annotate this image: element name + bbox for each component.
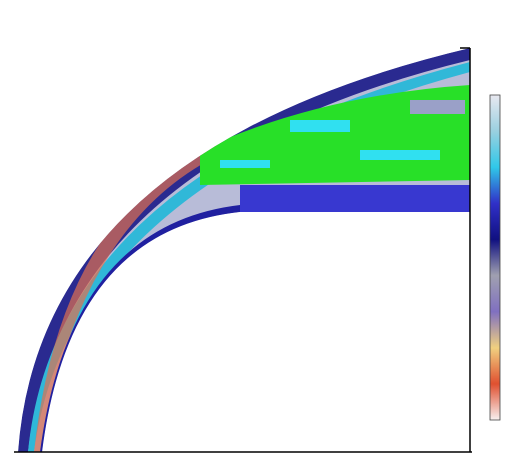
- cyan-patch: [360, 150, 440, 160]
- chart: [0, 0, 527, 461]
- cyan-patch: [290, 120, 350, 132]
- colorbar: [490, 95, 500, 420]
- gray-patch: [410, 100, 465, 114]
- blue-stripe: [240, 185, 470, 212]
- cyan-patch: [220, 160, 270, 168]
